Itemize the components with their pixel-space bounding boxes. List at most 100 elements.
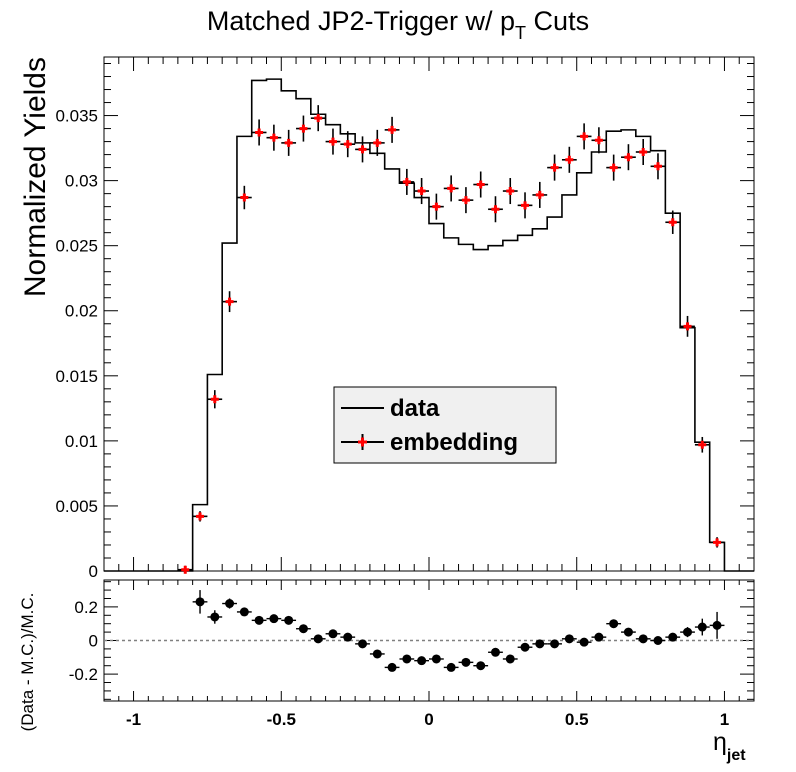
ratio-point <box>683 627 693 637</box>
top-y-tick-label: 0.025 <box>55 237 98 256</box>
embedding-point <box>417 187 426 196</box>
embedding-point <box>565 155 574 164</box>
data-histogram <box>104 78 754 572</box>
ratio-point <box>550 639 560 649</box>
chart-title: Matched JP2-Trigger w/ pT Cuts <box>207 6 589 43</box>
chart-title-main: Matched JP2-Trigger w/ p <box>207 6 515 36</box>
ratio-point <box>520 642 530 652</box>
embedding-point <box>683 322 692 331</box>
embedding-point <box>225 297 234 306</box>
ratio-point <box>638 634 648 644</box>
ratio-point <box>535 639 545 649</box>
embedding-point <box>506 187 515 196</box>
legend-box <box>333 386 557 464</box>
chart-title-tail: Cuts <box>526 6 589 36</box>
ratio-point <box>490 647 500 657</box>
embedding-point <box>521 201 530 210</box>
embedding-point <box>196 512 205 521</box>
top-y-tick-label: 0.01 <box>65 432 98 451</box>
bottom-y-tick-label: 0.2 <box>74 598 98 617</box>
embedding-point <box>343 140 352 149</box>
legend-embedding-swatch-marker <box>358 437 367 447</box>
ratio-point <box>653 636 663 645</box>
bottom-x-tick-label: 0.5 <box>565 710 589 729</box>
ratio-point <box>313 634 323 644</box>
top-y-tick-label: 0 <box>89 562 98 581</box>
embedding-point <box>432 202 441 211</box>
ratio-points <box>192 590 725 672</box>
embedding-point <box>639 147 648 156</box>
embedding-point <box>299 124 308 133</box>
top-y-axis-label: Normalized Yields <box>19 57 52 297</box>
bottom-y-tick-label: -0.2 <box>69 665 98 684</box>
embedding-point <box>373 138 382 147</box>
bottom-y-tick-label: 0 <box>89 632 98 651</box>
embedding-point <box>653 162 662 171</box>
embedding-point <box>240 193 249 202</box>
embedding-point <box>328 137 337 146</box>
top-y-tick-label: 0.015 <box>55 367 98 386</box>
embedding-point <box>476 180 485 189</box>
ratio-point <box>343 632 353 642</box>
x-axis-label-main: η <box>713 728 727 756</box>
ratio-point <box>254 615 264 625</box>
ratio-point <box>505 654 515 664</box>
ratio-point <box>668 632 678 642</box>
ratio-point <box>328 629 338 639</box>
ratio-point <box>358 639 368 649</box>
bottom-x-tick-label: 0 <box>424 710 433 729</box>
ratio-point <box>269 614 279 624</box>
legend-data-label: data <box>390 395 440 422</box>
ratio-point <box>298 624 308 634</box>
bottom-x-axis: -1 -0.5 0 0.5 1 <box>103 580 755 729</box>
ratio-point <box>417 656 427 666</box>
embedding-point <box>181 565 190 574</box>
bottom-panel: -0.200.2 -1 -0.5 0 0.5 1 (Data - M.C.)/M.C. … <box>18 579 755 764</box>
ratio-point <box>564 634 574 644</box>
ratio-point <box>195 597 205 607</box>
ratio-point <box>431 654 441 664</box>
ratio-point <box>712 620 722 630</box>
embedding-point <box>535 190 544 199</box>
top-y-tick-label: 0.02 <box>65 302 98 321</box>
x-axis-label-subscript: jet <box>726 747 746 764</box>
ratio-point <box>402 654 412 664</box>
embedding-point <box>713 538 722 547</box>
ratio-point <box>579 637 589 647</box>
ratio-point <box>623 627 633 637</box>
ratio-point <box>239 607 249 617</box>
top-y-tick-label: 0.035 <box>55 107 98 126</box>
bottom-x-tick-label: -1 <box>126 710 141 729</box>
top-y-tick-label: 0.005 <box>55 497 98 516</box>
embedding-point <box>269 133 278 142</box>
embedding-point <box>698 440 707 449</box>
top-y-tick-label: 0.03 <box>65 172 98 191</box>
embedding-point <box>314 114 323 123</box>
ratio-point <box>461 657 471 667</box>
top-panel: 0 0.005 0.01 0.015 0.02 0.025 0.03 0.035 Normal… <box>19 56 755 581</box>
ratio-point <box>225 599 235 609</box>
bottom-x-tick-label: -0.5 <box>267 710 296 729</box>
embedding-point <box>358 145 367 154</box>
top-y-axis: 0 0.005 0.01 0.015 0.02 0.025 0.03 0.035 <box>55 63 754 581</box>
embedding-point <box>580 132 589 141</box>
ratio-point <box>594 632 604 642</box>
embedding-point <box>255 128 264 137</box>
embedding-point <box>388 125 397 134</box>
top-panel-frame <box>103 56 755 572</box>
embedding-point <box>609 163 618 172</box>
embedding-point <box>402 177 411 186</box>
embedding-point <box>461 196 470 205</box>
legend-embedding-label: embedding <box>390 429 518 456</box>
data-histogram-line <box>104 78 754 572</box>
embedding-point <box>624 153 633 162</box>
embedding-point <box>594 136 603 145</box>
ratio-point <box>697 622 707 632</box>
embedding-point <box>491 205 500 214</box>
chart-title-subscript: T <box>515 23 526 43</box>
embedding-point <box>284 138 293 147</box>
embedding-point <box>668 218 677 227</box>
embedding-point <box>210 395 219 404</box>
top-x-axis-ticks <box>103 57 755 571</box>
legend: data embedding <box>333 386 557 464</box>
